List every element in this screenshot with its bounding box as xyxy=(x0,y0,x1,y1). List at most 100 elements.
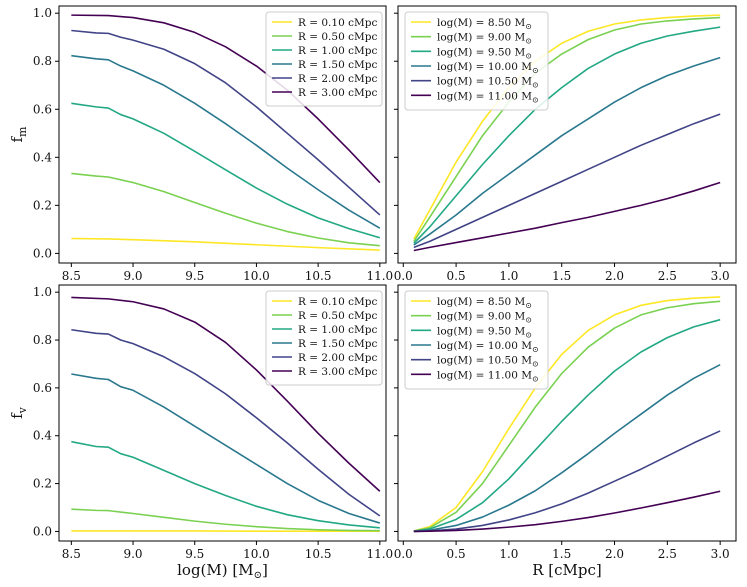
legend-label: R = 1.50 cMpc xyxy=(298,338,377,350)
series-line-5 xyxy=(71,29,381,216)
axes-frame xyxy=(58,5,387,264)
x-tick-label: 3.0 xyxy=(711,269,730,283)
legend-label: R = 0.50 cMpc xyxy=(298,310,377,322)
legend-label: log(M) = 11.00 M⊙ xyxy=(437,369,539,383)
sun-symbol-icon: ⊙ xyxy=(254,570,262,581)
x-axis-label: R [cMpc] xyxy=(532,561,602,579)
legend-label: R = 2.00 cMpc xyxy=(298,352,377,364)
series-line-4 xyxy=(71,54,381,229)
x-tick-label: 2.5 xyxy=(658,269,677,283)
y-tick-label: 0.8 xyxy=(33,333,52,347)
y-tick-label: 0.2 xyxy=(33,198,52,212)
x-tick-label: 9.0 xyxy=(123,547,142,561)
series-line-6 xyxy=(71,296,381,492)
x-tick-label: 10.0 xyxy=(243,269,270,283)
series-line-3 xyxy=(413,26,721,244)
x-tick-label: 10.5 xyxy=(305,269,332,283)
legend: log(M) = 8.50 M⊙log(M) = 9.00 M⊙log(M) =… xyxy=(404,290,549,390)
legend-label: R = 1.00 cMpc xyxy=(298,45,377,57)
y-tick-label: 0.2 xyxy=(33,477,52,491)
x-tick-label: 2.0 xyxy=(605,269,624,283)
series-line-2 xyxy=(71,172,380,247)
sun-symbol-icon: ⊙ xyxy=(532,81,539,90)
series-line-6 xyxy=(413,181,721,252)
series-line-3 xyxy=(413,318,721,532)
x-tick-label: 11.0 xyxy=(366,547,393,561)
x-tick-label: 9.5 xyxy=(185,547,204,561)
legend-label: log(M) = 11.00 M⊙ xyxy=(437,90,539,104)
series-line-4 xyxy=(71,373,381,524)
legend-box xyxy=(404,290,549,390)
legend: log(M) = 8.50 M⊙log(M) = 9.00 M⊙log(M) =… xyxy=(404,11,549,111)
y-tick-label: 0.8 xyxy=(33,54,52,68)
legend-label: log(M) = 10.00 M⊙ xyxy=(437,340,539,354)
x-tick-label: 8.5 xyxy=(62,269,81,283)
y-tick-label: 0.4 xyxy=(33,429,52,443)
sun-symbol-icon: ⊙ xyxy=(532,360,539,369)
legend-label: log(M) = 9.50 M⊙ xyxy=(437,325,532,339)
sun-symbol-icon: ⊙ xyxy=(532,95,539,104)
series-line-6 xyxy=(413,490,721,533)
x-tick-label: 9.0 xyxy=(123,269,142,283)
panel-bottom-left: 8.5 9.0 9.5 10.0 10.5 11.0 0.0 0.2 0.4 0.6 0.8 1.0 f… xyxy=(8,284,393,581)
legend-label: log(M) = 10.00 M⊙ xyxy=(437,61,539,75)
x-tick-label: 1.0 xyxy=(499,547,518,561)
sun-symbol-icon: ⊙ xyxy=(525,316,532,325)
series-line-3 xyxy=(71,102,381,239)
series-line-4 xyxy=(413,363,721,532)
x-tick-label: 0.5 xyxy=(447,269,466,283)
sun-symbol-icon: ⊙ xyxy=(525,301,532,310)
x-tick-label: 1.5 xyxy=(552,547,571,561)
axes-frame xyxy=(397,5,737,264)
series-line-1 xyxy=(413,14,721,240)
legend-label: log(M) = 10.50 M⊙ xyxy=(437,76,539,90)
series-line-6 xyxy=(71,14,381,184)
legend-label: R = 0.10 cMpc xyxy=(298,17,377,29)
legend-label: log(M) = 8.50 M⊙ xyxy=(437,296,532,310)
axes-frame xyxy=(58,284,387,542)
sun-symbol-icon: ⊙ xyxy=(525,51,532,60)
legend-label: R = 1.00 cMpc xyxy=(298,324,377,336)
legend-box xyxy=(404,11,549,111)
y-tick-label: 0.4 xyxy=(33,150,52,164)
series-line-4 xyxy=(413,56,721,246)
legend: R = 0.10 cMpc R = 0.50 cMpc R = 1.00 cMpc R… xyxy=(265,290,383,386)
y-axis-label: fm xyxy=(8,126,29,143)
legend-label: log(M) = 8.50 M⊙ xyxy=(437,17,532,31)
y-tick-label: 1.0 xyxy=(33,285,52,299)
legend-label: log(M) = 9.00 M⊙ xyxy=(437,32,532,46)
sun-symbol-icon: ⊙ xyxy=(532,374,539,383)
legend-label: log(M) = 9.00 M⊙ xyxy=(437,311,532,325)
series-line-1 xyxy=(71,237,380,251)
series-line-5 xyxy=(413,113,721,249)
legend-label: R = 2.00 cMpc xyxy=(298,73,377,85)
sun-symbol-icon: ⊙ xyxy=(532,66,539,75)
x-tick-label: 0.0 xyxy=(394,269,413,283)
y-axis-label: fv xyxy=(8,406,29,419)
x-tick-label: 2.5 xyxy=(658,547,677,561)
axes-frame xyxy=(397,284,737,542)
x-tick-label: 10.5 xyxy=(305,547,332,561)
legend-box xyxy=(265,290,383,386)
sun-symbol-icon: ⊙ xyxy=(525,37,532,46)
legend-label: log(M) = 10.50 M⊙ xyxy=(437,355,539,369)
legend: R = 0.10 cMpc R = 0.50 cMpc R = 1.00 cMpc R… xyxy=(265,11,383,107)
x-tick-label: 0.0 xyxy=(394,547,413,561)
legend-label: R = 1.50 cMpc xyxy=(298,59,377,71)
x-tick-label: 1.5 xyxy=(552,269,571,283)
legend-label: log(M) = 9.50 M⊙ xyxy=(437,46,532,60)
series-line-1 xyxy=(413,296,721,532)
series-line-2 xyxy=(413,300,721,532)
x-tick-label: 0.5 xyxy=(447,547,466,561)
y-tick-label: 0.6 xyxy=(33,381,52,395)
x-tick-label: 9.5 xyxy=(185,269,204,283)
panel-bottom-right: 0.0 0.5 1.0 1.5 2.0 2.5 3.0 R [cMpc] log(M) = 8.… xyxy=(394,284,737,579)
legend-label: R = 0.50 cMpc xyxy=(298,31,377,43)
legend-label: R = 3.00 cMpc xyxy=(298,87,377,99)
legend-label: R = 3.00 cMpc xyxy=(298,366,377,378)
sun-symbol-icon: ⊙ xyxy=(532,345,539,354)
series-line-5 xyxy=(413,430,721,533)
y-tick-label: 0.6 xyxy=(33,102,52,116)
